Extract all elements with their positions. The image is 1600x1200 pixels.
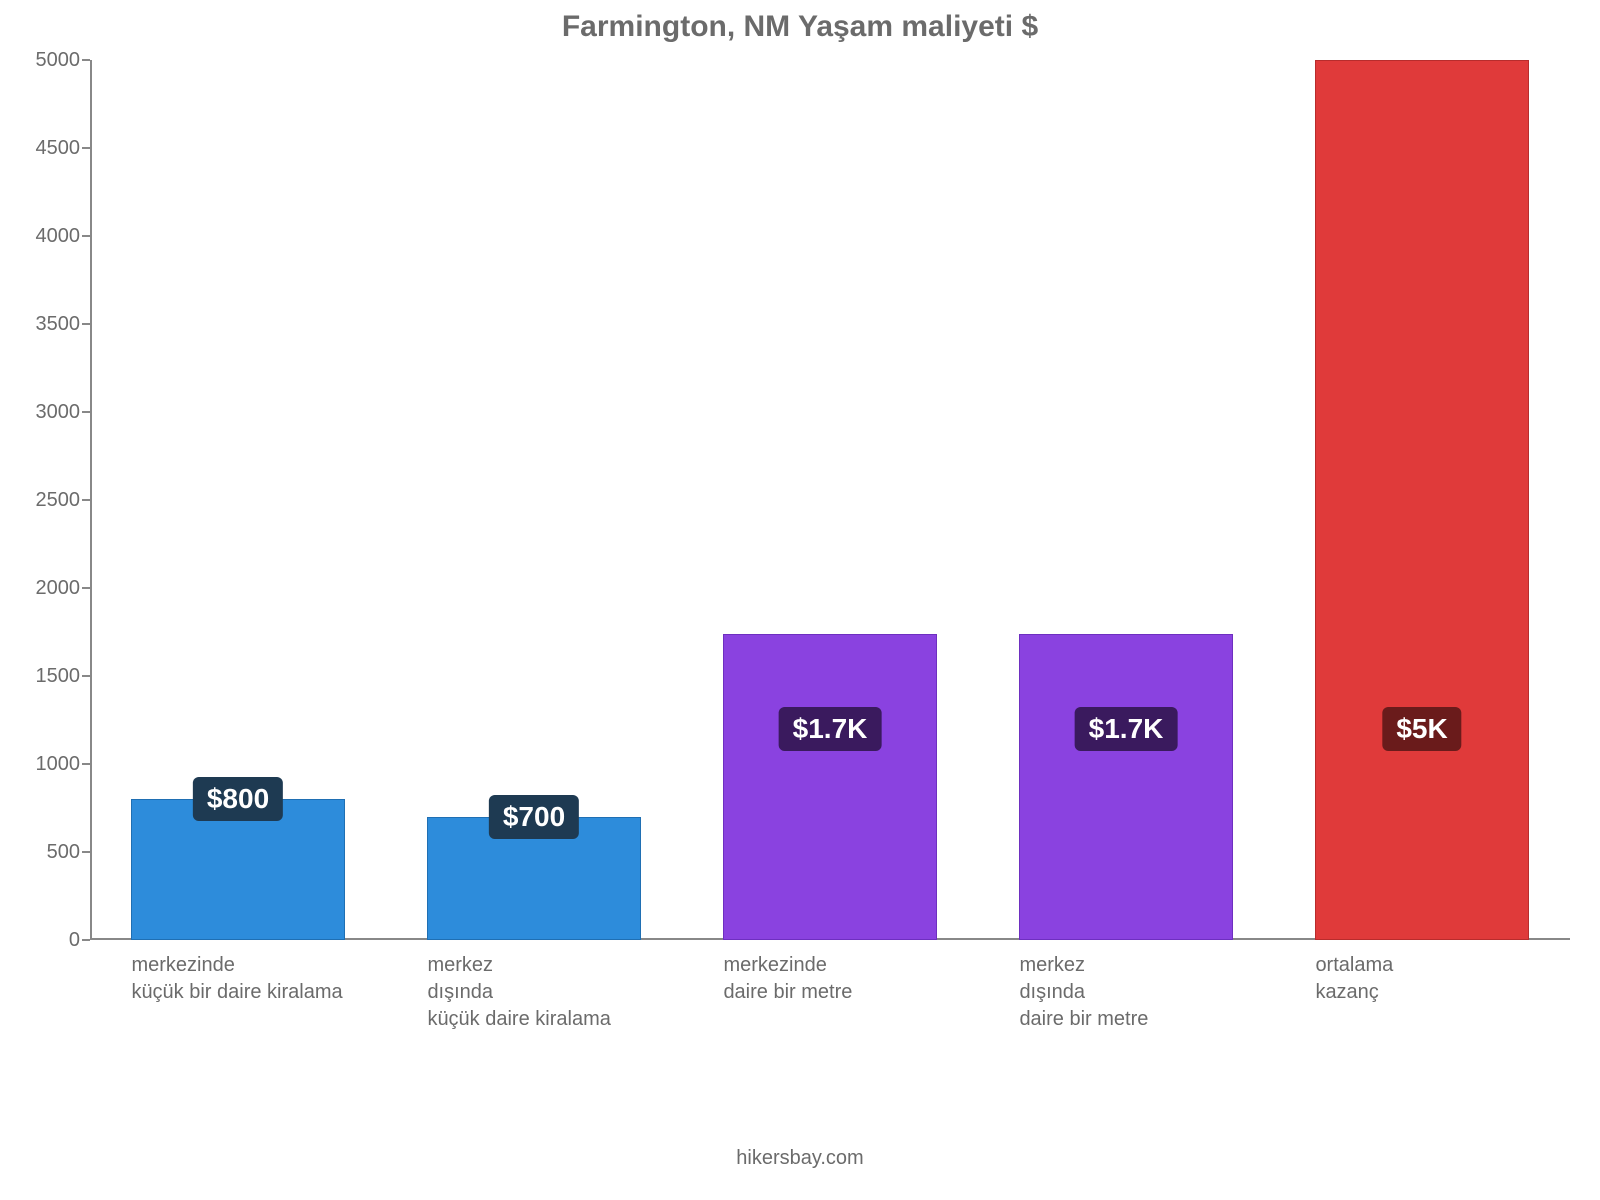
- ytick-label: 5000: [10, 49, 80, 72]
- ytick-label: 2000: [10, 577, 80, 600]
- ytick-label: 500: [10, 841, 80, 864]
- ytick-mark: [82, 235, 90, 237]
- ytick-label: 1500: [10, 665, 80, 688]
- y-axis: [90, 60, 92, 940]
- ytick-mark: [82, 939, 90, 941]
- ytick-label: 3000: [10, 401, 80, 424]
- ytick-mark: [82, 411, 90, 413]
- ytick-mark: [82, 851, 90, 853]
- bar: [1019, 634, 1232, 940]
- bar-value-badge: $1.7K: [779, 707, 882, 751]
- ytick-mark: [82, 323, 90, 325]
- bar: [723, 634, 936, 940]
- ytick-label: 4500: [10, 137, 80, 160]
- ytick-label: 4000: [10, 225, 80, 248]
- ytick-label: 0: [10, 929, 80, 952]
- bar: [1315, 60, 1528, 940]
- attribution-text: hikersbay.com: [0, 1147, 1600, 1170]
- bar-value-badge: $800: [193, 777, 283, 821]
- x-axis-label: merkezinde daire bir metre: [723, 952, 976, 1006]
- ytick-mark: [82, 587, 90, 589]
- bar-value-badge: $1.7K: [1075, 707, 1178, 751]
- ytick-mark: [82, 59, 90, 61]
- bar-value-badge: $700: [489, 795, 579, 839]
- bar-value-badge: $5K: [1382, 707, 1461, 751]
- plot-area: 0500100015002000250030003500400045005000…: [90, 60, 1570, 940]
- ytick-mark: [82, 499, 90, 501]
- ytick-mark: [82, 147, 90, 149]
- ytick-label: 1000: [10, 753, 80, 776]
- x-axis-label: merkezinde küçük bir daire kiralama: [131, 952, 384, 1006]
- x-axis-label: merkez dışında küçük daire kiralama: [427, 952, 680, 1033]
- ytick-label: 3500: [10, 313, 80, 336]
- chart-container: Farmington, NM Yaşam maliyeti $ 05001000…: [0, 0, 1600, 1200]
- ytick-mark: [82, 675, 90, 677]
- ytick-label: 2500: [10, 489, 80, 512]
- ytick-mark: [82, 763, 90, 765]
- x-axis-label: ortalama kazanç: [1315, 952, 1568, 1006]
- x-axis-label: merkez dışında daire bir metre: [1019, 952, 1272, 1033]
- chart-title: Farmington, NM Yaşam maliyeti $: [0, 10, 1600, 44]
